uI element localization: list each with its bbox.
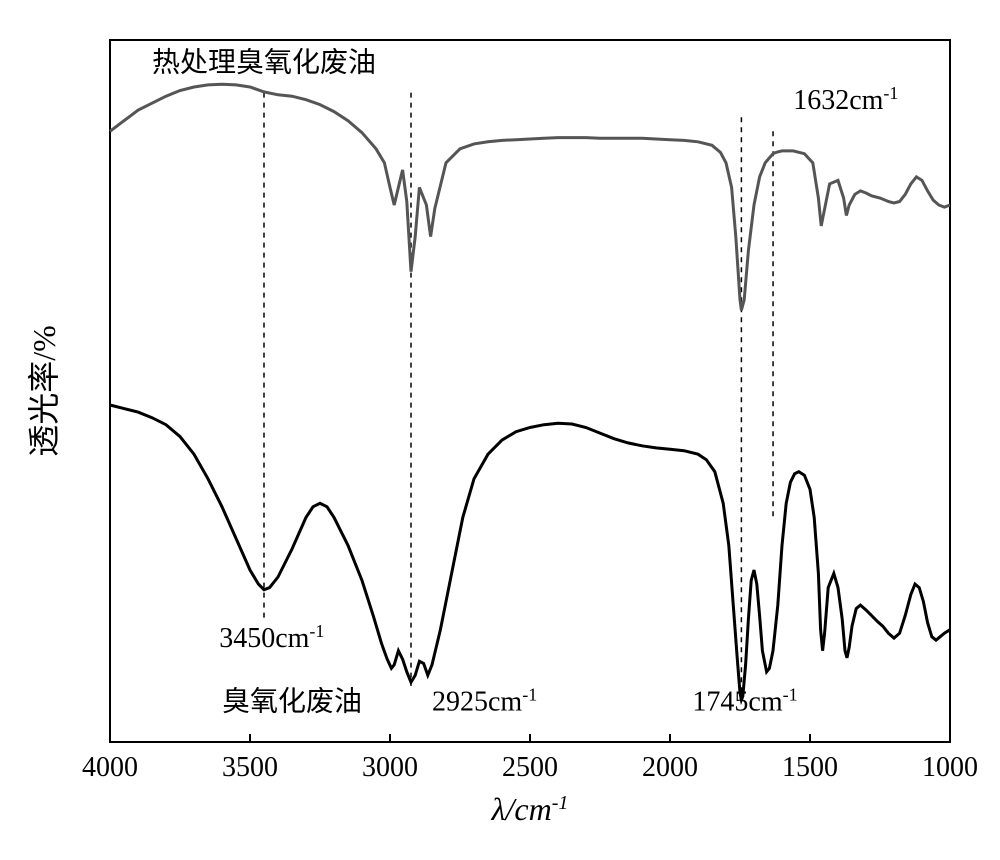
legend-bottom_legend: 臭氧化废油	[222, 685, 362, 717]
x-tick-label: 3000	[362, 752, 418, 783]
x-tick-label: 1000	[922, 752, 978, 783]
peak-label-p2925: 2925cm-1	[432, 684, 537, 717]
ftir-chart: 4000 3500 3000 2500 2000 1500 1000 λ/cm-1 透光率/% 热…	[0, 0, 1000, 860]
x-axis-title: λ/cm-1	[491, 791, 569, 827]
peak-label-p1632: 1632cm-1	[793, 83, 898, 116]
x-tick-label: 2500	[502, 752, 558, 783]
x-tick-label: 3500	[222, 752, 278, 783]
peak-label-p3450: 3450cm-1	[219, 621, 324, 654]
x-tick-label: 2000	[642, 752, 698, 783]
y-axis-title: 透光率/%	[26, 325, 62, 457]
series-top	[110, 84, 950, 310]
peak-label-p1745: 1745cm-1	[692, 684, 797, 717]
series-bottom	[110, 405, 950, 700]
chart-svg: 4000 3500 3000 2500 2000 1500 1000 λ/cm-1 透光率/% 热…	[0, 0, 1000, 860]
x-tick-label: 4000	[82, 752, 138, 783]
legend-top_legend: 热处理臭氧化废油	[152, 47, 376, 79]
x-tick-label: 1500	[782, 752, 838, 783]
